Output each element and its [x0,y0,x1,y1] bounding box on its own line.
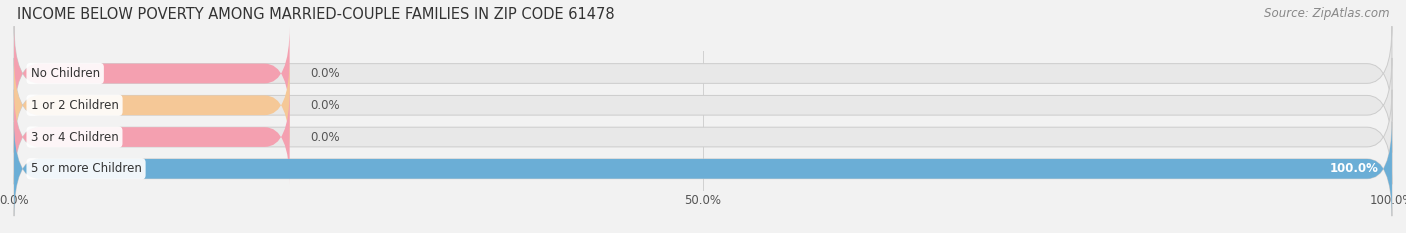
Text: 3 or 4 Children: 3 or 4 Children [31,130,118,144]
Text: INCOME BELOW POVERTY AMONG MARRIED-COUPLE FAMILIES IN ZIP CODE 61478: INCOME BELOW POVERTY AMONG MARRIED-COUPL… [17,7,614,22]
FancyBboxPatch shape [14,121,1392,216]
Text: 1 or 2 Children: 1 or 2 Children [31,99,118,112]
Text: 5 or more Children: 5 or more Children [31,162,142,175]
FancyBboxPatch shape [14,26,290,121]
Text: 0.0%: 0.0% [311,99,340,112]
Text: 100.0%: 100.0% [1329,162,1378,175]
FancyBboxPatch shape [14,58,290,153]
FancyBboxPatch shape [14,121,1392,216]
Text: Source: ZipAtlas.com: Source: ZipAtlas.com [1264,7,1389,20]
FancyBboxPatch shape [14,90,290,184]
FancyBboxPatch shape [14,90,1392,184]
Text: 0.0%: 0.0% [311,67,340,80]
Text: 0.0%: 0.0% [311,130,340,144]
Text: No Children: No Children [31,67,100,80]
FancyBboxPatch shape [14,26,1392,121]
FancyBboxPatch shape [14,58,1392,153]
